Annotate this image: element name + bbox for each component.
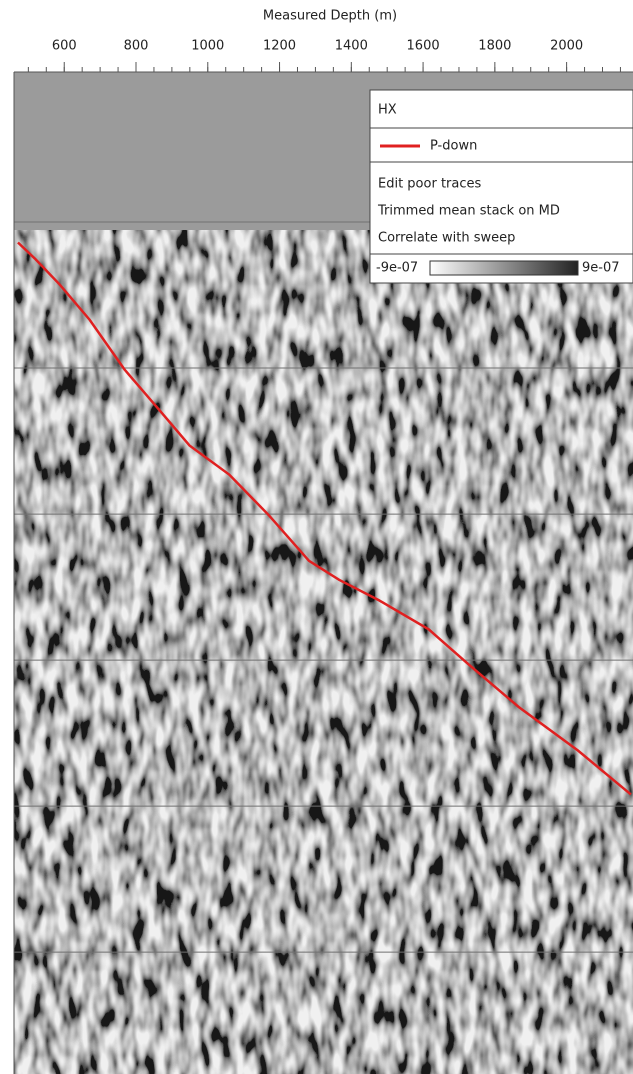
legend-entry: P-down bbox=[430, 139, 477, 154]
colorbar-max: 9e-07 bbox=[582, 261, 620, 276]
x-tick-label: 1800 bbox=[478, 39, 511, 54]
p-down-line bbox=[17, 241, 632, 796]
x-tick-label: 600 bbox=[52, 39, 77, 54]
x-tick-label: 800 bbox=[124, 39, 149, 54]
legend-note: Correlate with sweep bbox=[378, 231, 515, 246]
x-tick-label: 1400 bbox=[335, 39, 368, 54]
legend-box bbox=[369, 89, 633, 284]
legend-note: Edit poor traces bbox=[378, 177, 481, 192]
legend: HX P-down Edit poor traces Trimmed mean … bbox=[369, 89, 633, 284]
colorbar-min: -9e-07 bbox=[376, 261, 418, 276]
seismic-wavefield bbox=[14, 230, 633, 1074]
x-axis-label: Measured Depth (m) bbox=[263, 9, 397, 24]
legend-note: Trimmed mean stack on MD bbox=[377, 204, 560, 219]
x-tick-label: 1200 bbox=[263, 39, 296, 54]
x-tick-label: 1600 bbox=[407, 39, 440, 54]
x-tick-label: 2000 bbox=[550, 39, 583, 54]
legend-title: HX bbox=[378, 103, 397, 118]
colorbar bbox=[429, 260, 579, 276]
x-tick-label: 1000 bbox=[191, 39, 224, 54]
